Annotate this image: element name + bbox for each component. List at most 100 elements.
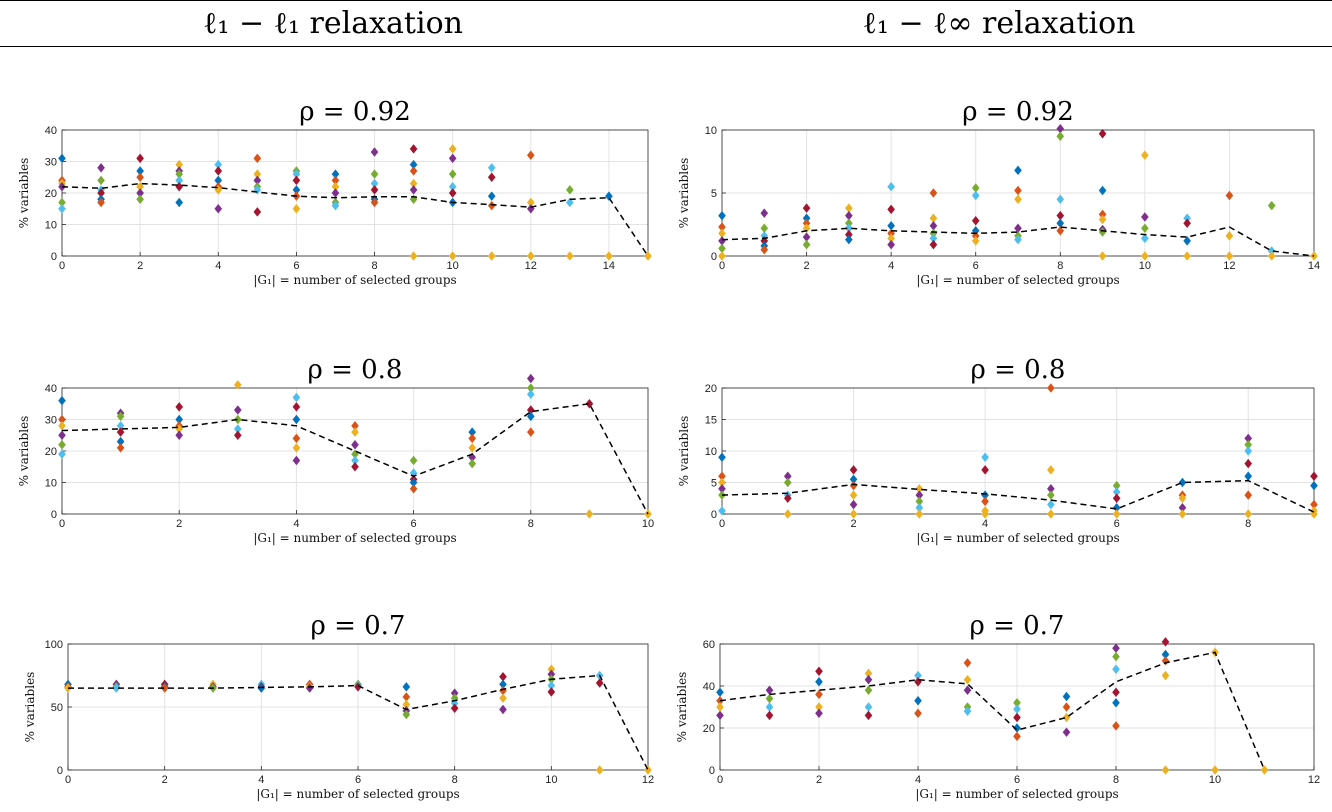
data-point <box>1260 765 1269 775</box>
data-point <box>1047 509 1055 519</box>
x-tick-label: 10 <box>545 774 557 786</box>
data-point <box>585 398 594 409</box>
data-point <box>718 506 726 516</box>
data-point <box>595 678 604 688</box>
chart-title: ρ = 0.7 <box>970 611 1065 641</box>
data-point <box>1178 493 1187 504</box>
data-point <box>116 427 125 437</box>
data-point <box>1267 251 1276 261</box>
data-point <box>1112 643 1120 654</box>
data-point <box>292 392 301 403</box>
data-point <box>760 208 769 218</box>
data-point <box>1062 691 1071 702</box>
data-point <box>1310 471 1318 482</box>
data-point <box>760 244 769 255</box>
chart-right-3: ρ = 0.7 0 2 4 6 8 10 12 0 20 40 60 |G₁| = number of … <box>675 611 1320 801</box>
y-tick-label: 0 <box>51 509 57 521</box>
data-point <box>97 197 105 208</box>
data-point <box>292 203 301 214</box>
table-header-rule <box>0 46 1332 47</box>
data-point <box>1267 200 1276 211</box>
x-tick-label: 2 <box>804 260 810 272</box>
data-point <box>783 509 792 519</box>
chart-title: ρ = 0.8 <box>971 355 1066 385</box>
data-point <box>175 197 184 208</box>
data-point <box>963 685 972 696</box>
data-point <box>1211 765 1219 775</box>
x-tick-label: 4 <box>982 518 988 530</box>
data-point <box>1013 712 1021 723</box>
data-point <box>963 674 972 685</box>
data-point <box>97 162 105 173</box>
y-tick-label: 10 <box>45 478 57 490</box>
data-point <box>815 708 823 719</box>
chart-left-2: ρ = 0.8 0 2 4 6 8 10 0 10 20 30 40 |G₁| = number of … <box>17 355 654 545</box>
data-point <box>929 239 938 250</box>
trend-line <box>721 226 1315 257</box>
data-point <box>849 499 858 510</box>
data-point <box>58 153 66 164</box>
data-point <box>526 427 535 437</box>
chart-left-3: ρ = 0.7 0 2 4 6 8 10 12 0 50 100 |G₁| = number of s… <box>23 611 654 801</box>
data-point <box>526 373 535 384</box>
data-point <box>1178 509 1187 519</box>
data-point <box>1014 165 1022 176</box>
data-point <box>58 203 66 214</box>
data-point <box>58 395 66 406</box>
data-point <box>1141 212 1149 222</box>
data-point <box>136 153 144 164</box>
y-tick-label: 20 <box>45 446 57 458</box>
chart-title: ρ = 0.92 <box>962 97 1074 127</box>
data-point <box>1225 251 1234 261</box>
data-point <box>765 685 774 696</box>
x-tick-label: 14 <box>1308 260 1320 272</box>
data-point <box>1013 704 1021 714</box>
data-point <box>864 710 873 721</box>
table-top-rule <box>0 0 1332 1</box>
data-point <box>1098 128 1107 139</box>
data-point <box>58 430 66 441</box>
data-point <box>402 709 411 720</box>
data-point <box>971 215 980 226</box>
data-point <box>845 234 853 245</box>
x-tick-label: 8 <box>452 774 458 786</box>
y-tick-label: 30 <box>45 157 57 169</box>
x-tick-label: 8 <box>371 260 377 272</box>
y-tick-label: 0 <box>711 509 717 521</box>
x-tick-label: 10 <box>447 260 459 272</box>
y-tick-label: 5 <box>711 188 717 200</box>
data-point <box>1056 225 1065 236</box>
chart-title: ρ = 0.92 <box>299 97 411 127</box>
data-point <box>1112 664 1120 675</box>
data-point <box>1141 233 1149 244</box>
data-point <box>914 708 922 719</box>
data-point <box>253 207 262 217</box>
data-point <box>97 175 105 186</box>
data-point <box>1183 218 1191 229</box>
x-tick-label: 8 <box>1113 774 1119 786</box>
data-point <box>175 430 184 441</box>
data-point <box>487 200 496 211</box>
trend-line <box>61 182 649 257</box>
x-tick-label: 12 <box>1223 260 1235 272</box>
data-point <box>370 147 379 157</box>
x-tick-label: 0 <box>717 774 723 786</box>
chart-right-2: ρ = 0.8 0 2 4 6 8 0 5 10 15 20 |G₁| = number of sel… <box>677 355 1318 545</box>
y-tick-label: 0 <box>711 251 717 263</box>
data-point <box>214 203 223 214</box>
data-point <box>1056 131 1065 142</box>
data-point <box>58 420 66 431</box>
data-point <box>1112 509 1121 519</box>
data-point <box>849 509 858 519</box>
data-point <box>1112 721 1120 731</box>
data-point <box>765 710 774 721</box>
y-tick-label: 30 <box>45 415 57 427</box>
data-point <box>292 402 301 412</box>
data-point <box>175 402 184 412</box>
data-point <box>136 194 144 205</box>
data-point <box>487 251 496 261</box>
data-point <box>1056 194 1065 205</box>
data-point <box>160 683 169 693</box>
data-point <box>112 683 121 693</box>
data-point <box>1183 251 1191 261</box>
